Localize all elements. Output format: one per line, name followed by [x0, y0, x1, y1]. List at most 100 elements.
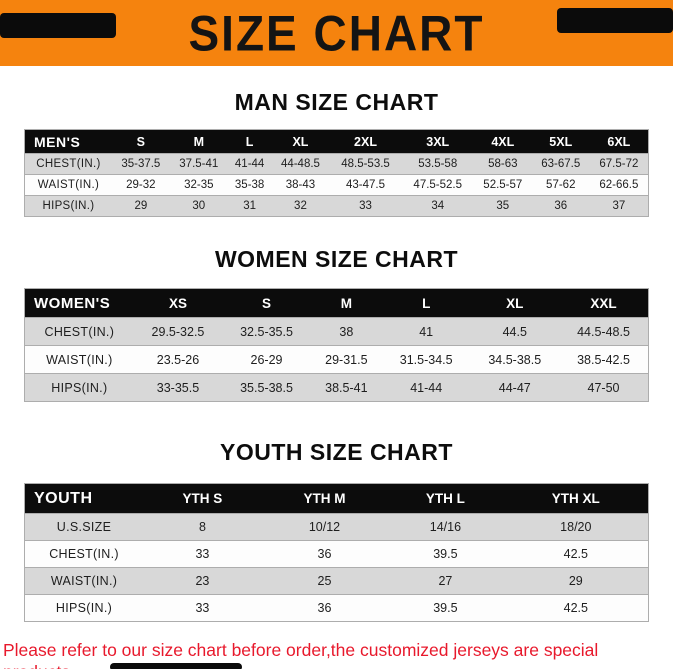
table-row: WAIST(IN.) 23.5-26 26-29 29-31.5 31.5-34.5 34… [24, 345, 649, 374]
size-value-cell: 33 [143, 594, 262, 622]
size-value-cell: 32-35 [169, 174, 228, 196]
size-value-cell: 57-62 [531, 174, 590, 196]
corner-mark-top-left [0, 13, 116, 38]
size-value-cell: 38 [310, 317, 382, 346]
size-value-cell: 37.5-41 [169, 153, 228, 175]
man-size-section: MAN SIZE CHART MEN'S S M L XL 2XL 3XL 4XL 5XL 6XL… [0, 89, 673, 217]
size-value-cell: 27 [387, 567, 504, 595]
size-value-cell: 41-44 [381, 373, 471, 402]
size-value-cell: 39.5 [387, 540, 504, 568]
size-value-cell: 26-29 [222, 345, 311, 374]
column-header: M [310, 288, 382, 318]
column-header: XS [133, 288, 223, 318]
column-header: YTH L [387, 483, 504, 514]
column-header: 6XL [589, 129, 649, 154]
size-value-cell: 33 [329, 195, 402, 217]
row-label: WAIST(IN.) [24, 567, 144, 595]
size-value-cell: 62-66.5 [589, 174, 649, 196]
page-title: SIZE CHART [188, 4, 485, 62]
size-value-cell: 31.5-34.5 [381, 345, 471, 374]
table-row: HIPS(IN.) 33 36 39.5 42.5 [24, 594, 649, 622]
row-label: WAIST(IN.) [24, 174, 112, 196]
column-header: XXL [559, 288, 649, 318]
row-label: HIPS(IN.) [24, 594, 144, 622]
youth-section-heading: YOUTH SIZE CHART [220, 439, 453, 465]
table-row: HIPS(IN.) 29 30 31 32 33 34 35 36 37 [24, 195, 649, 217]
size-value-cell: 8 [143, 513, 262, 541]
row-label: U.S.SIZE [24, 513, 144, 541]
row-label: CHEST(IN.) [24, 317, 134, 346]
size-value-cell: 32.5-35.5 [222, 317, 311, 346]
women-size-section: WOMEN SIZE CHART WOMEN'S XS S M L XL XXL CHEST(… [0, 246, 673, 402]
man-size-table: MEN'S S M L XL 2XL 3XL 4XL 5XL 6XL CHEST(IN.) 35-37… [24, 129, 649, 217]
size-value-cell: 23 [143, 567, 262, 595]
column-header: 4XL [473, 129, 532, 154]
size-value-cell: 38.5-41 [310, 373, 382, 402]
header-row: WOMEN'S XS S M L XL XXL [24, 288, 649, 318]
size-value-cell: 36 [531, 195, 590, 217]
size-value-cell: 36 [261, 540, 388, 568]
table-row: CHEST(IN.) 29.5-32.5 32.5-35.5 38 41 44.5 44.5… [24, 317, 649, 346]
size-value-cell: 29.5-32.5 [133, 317, 223, 346]
size-value-cell: 43-47.5 [329, 174, 402, 196]
size-value-cell: 53.5-58 [401, 153, 474, 175]
column-header: XL [271, 129, 330, 154]
column-header: YTH S [143, 483, 262, 514]
size-value-cell: 52.5-57 [473, 174, 532, 196]
size-value-cell: 41-44 [227, 153, 272, 175]
table-title: MEN'S [24, 129, 112, 154]
size-value-cell: 44.5 [470, 317, 560, 346]
header-row: YOUTH YTH S YTH M YTH L YTH XL [24, 483, 649, 514]
table-row: CHEST(IN.) 35-37.5 37.5-41 41-44 44-48.5 48.5… [24, 153, 649, 175]
size-value-cell: 30 [169, 195, 228, 217]
row-label: HIPS(IN.) [24, 373, 134, 402]
size-value-cell: 42.5 [503, 540, 649, 568]
size-value-cell: 44-48.5 [271, 153, 330, 175]
column-header: XL [470, 288, 560, 318]
order-policy-note: Please refer to our size chart before or… [0, 639, 673, 669]
size-value-cell: 47.5-52.5 [401, 174, 474, 196]
size-value-cell: 41 [381, 317, 471, 346]
column-header: YTH M [261, 483, 388, 514]
size-value-cell: 10/12 [261, 513, 388, 541]
column-header: S [111, 129, 170, 154]
size-value-cell: 67.5-72 [589, 153, 649, 175]
size-value-cell: 29-31.5 [310, 345, 382, 374]
size-value-cell: 58-63 [473, 153, 532, 175]
size-value-cell: 29 [503, 567, 649, 595]
size-value-cell: 29 [111, 195, 170, 217]
size-value-cell: 34.5-38.5 [470, 345, 560, 374]
column-header: YTH XL [503, 483, 649, 514]
column-header: 2XL [329, 129, 402, 154]
column-header: 3XL [401, 129, 474, 154]
row-label: WAIST(IN.) [24, 345, 134, 374]
row-label: HIPS(IN.) [24, 195, 112, 217]
size-value-cell: 44.5-48.5 [559, 317, 649, 346]
column-header: 5XL [531, 129, 590, 154]
size-value-cell: 38.5-42.5 [559, 345, 649, 374]
corner-mark-bottom-left [110, 663, 242, 669]
size-value-cell: 63-67.5 [531, 153, 590, 175]
title-banner: SIZE CHART [0, 0, 673, 66]
table-row: HIPS(IN.) 33-35.5 35.5-38.5 38.5-41 41-44 44-… [24, 373, 649, 402]
man-section-heading: MAN SIZE CHART [234, 89, 439, 115]
size-value-cell: 38-43 [271, 174, 330, 196]
size-value-cell: 33 [143, 540, 262, 568]
youth-size-section: YOUTH SIZE CHART YOUTH YTH S YTH M YTH L YTH… [0, 439, 673, 622]
size-value-cell: 39.5 [387, 594, 504, 622]
table-row: U.S.SIZE 8 10/12 14/16 18/20 [24, 513, 649, 541]
size-value-cell: 35 [473, 195, 532, 217]
size-value-cell: 44-47 [470, 373, 560, 402]
row-label: CHEST(IN.) [24, 153, 112, 175]
corner-mark-top-right [557, 8, 673, 33]
row-label: CHEST(IN.) [24, 540, 144, 568]
size-value-cell: 25 [261, 567, 388, 595]
table-row: WAIST(IN.) 23 25 27 29 [24, 567, 649, 595]
header-row: MEN'S S M L XL 2XL 3XL 4XL 5XL 6XL [24, 129, 649, 154]
size-value-cell: 37 [589, 195, 649, 217]
size-value-cell: 36 [261, 594, 388, 622]
size-value-cell: 31 [227, 195, 272, 217]
size-value-cell: 35-37.5 [111, 153, 170, 175]
size-value-cell: 14/16 [387, 513, 504, 541]
table-row: CHEST(IN.) 33 36 39.5 42.5 [24, 540, 649, 568]
